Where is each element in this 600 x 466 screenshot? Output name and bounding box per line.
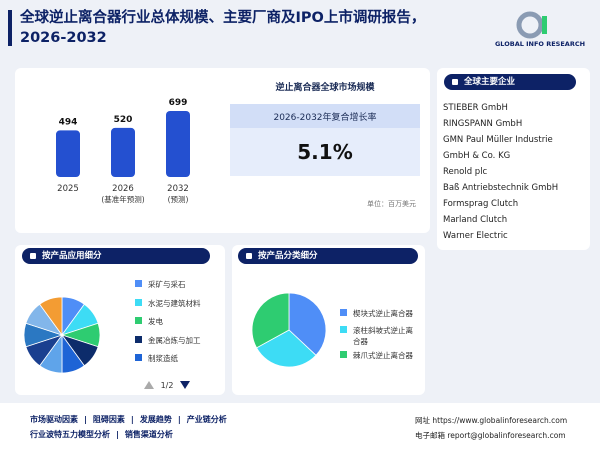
company: GmbH & Co. KG [443, 151, 511, 161]
footer [0, 403, 600, 466]
category-label: 2026 [112, 184, 134, 194]
legend-item: 采矿与采石 [135, 279, 220, 290]
legend-swatch [340, 351, 347, 358]
logo-mark [542, 16, 547, 34]
company: Marland Clutch [443, 215, 508, 225]
legend-swatch [135, 335, 142, 343]
legend-label: 采矿与采石 [148, 280, 186, 289]
value-label: 494 [59, 117, 78, 127]
link-row: 行业波特五力模型分析 | 销售渠道分析 [30, 429, 173, 440]
bar [166, 111, 190, 177]
pager[interactable]: 1/2 [140, 378, 200, 392]
legend-swatch [135, 354, 142, 361]
legend-label: 棘爪式逆止离合器 [353, 351, 413, 360]
unit: 单位：百万美元 [367, 200, 416, 208]
link[interactable]: 发展趋势 [139, 415, 172, 424]
pie-slice [256, 329, 317, 368]
legend-swatch [135, 280, 142, 287]
companies-title: 全球主要企业 [444, 74, 576, 90]
legend-label: 楔块式逆止离合器 [353, 309, 413, 318]
pie-chart [23, 296, 101, 374]
market-title: 逆止离合器全球市场规模 [275, 83, 375, 93]
legend-item: 棘爪式逆止离合器 [340, 350, 420, 361]
logo-mark [516, 11, 544, 39]
legend-item: 制浆造纸 [135, 353, 220, 364]
link[interactable]: 销售渠道分析 [124, 430, 173, 439]
legend-item: 楔块式逆止离合器 [340, 308, 420, 319]
link-row: 市场驱动因素 | 阻碍因素 | 发展趋势 | 产业链分析 [30, 414, 227, 425]
bar [111, 127, 135, 177]
accent [8, 10, 12, 46]
link[interactable]: 产业链分析 [186, 415, 227, 424]
separator: | [130, 415, 134, 424]
logo: GLOBAL INFO RESEARCH [495, 11, 585, 48]
prev-arrow[interactable] [144, 381, 154, 389]
legend-swatch [135, 298, 142, 306]
pie-chart [251, 292, 327, 368]
company: Formsprag Clutch [443, 199, 519, 209]
email-address[interactable]: report@globalinforesearch.com [447, 431, 566, 440]
next-arrow[interactable] [180, 381, 190, 389]
cagr-label: 2026-2032年复合增长率 [273, 113, 377, 123]
legend-label: 制浆造纸 [148, 354, 178, 363]
legend-item: 水泥与建筑材料 [135, 298, 220, 309]
company: Warner Electric [443, 231, 508, 241]
website: 网址 https://www.globalinforesearch.com [415, 415, 567, 426]
category-sublabel: (基准年预测) [101, 194, 144, 204]
bar-chart: 494 2025 520 2026(基准年预测) 699 2032(预测) [56, 98, 190, 204]
pie-slice [251, 292, 290, 349]
legend-label: 滚柱斜坡式逆止离合器 [353, 326, 413, 346]
legend-item: 发电 [135, 316, 220, 327]
link[interactable]: 阻碍因素 [92, 415, 125, 424]
page-number: 1/2 [161, 381, 174, 390]
separator: | [84, 415, 87, 424]
legend-swatch [340, 326, 347, 333]
legend-label: 水泥与建筑材料 [148, 298, 201, 308]
category-label: 2025 [57, 184, 79, 194]
legend-label: 金属冶炼与加工 [148, 335, 201, 345]
pie-slice [288, 292, 327, 356]
bar [56, 130, 80, 177]
value-label: 699 [169, 98, 188, 108]
separator: | [177, 415, 181, 424]
email: 电子邮箱 report@globalinforesearch.com [415, 430, 566, 441]
website-label: 网址 [415, 416, 430, 425]
logo-text: GLOBAL INFO RESEARCH [495, 40, 585, 48]
legend-swatch [135, 317, 142, 324]
link[interactable]: 行业波特五力模型分析 [30, 430, 110, 439]
legend-item: 金属冶炼与加工 [135, 335, 220, 346]
application-title: 按产品应用细分 [22, 248, 210, 264]
cagr-header [230, 104, 420, 128]
company: GMN Paul Müller Industrie [443, 135, 553, 145]
value-label: 520 [114, 115, 133, 125]
company: STIEBER GmbH [443, 103, 508, 113]
company: RINGSPANN GmbH [443, 119, 523, 129]
cagr-value: 5.1% [297, 140, 353, 164]
category-sublabel: (预测) [168, 194, 189, 204]
email-label: 电子邮箱 [415, 431, 445, 440]
company: Renold plc [443, 167, 488, 177]
company: Baß Antriebstechnik GmbH [443, 183, 559, 193]
product-title: 按产品分类细分 [238, 248, 418, 264]
link[interactable]: 市场驱动因素 [30, 415, 78, 424]
category-label: 2032 [167, 184, 189, 194]
legend-swatch [340, 309, 347, 316]
website-url[interactable]: https://www.globalinforesearch.com [432, 416, 568, 425]
companies-panel [437, 68, 590, 250]
legend-item: 滚柱斜坡式逆止离合器 [340, 325, 420, 347]
title: 全球逆止离合器行业总体规模、主要厂商及IPO上市调研报告，2026-2032 [20, 10, 426, 46]
pie-slice [39, 296, 63, 337]
separator: | [116, 430, 119, 439]
legend-label: 发电 [148, 317, 163, 326]
